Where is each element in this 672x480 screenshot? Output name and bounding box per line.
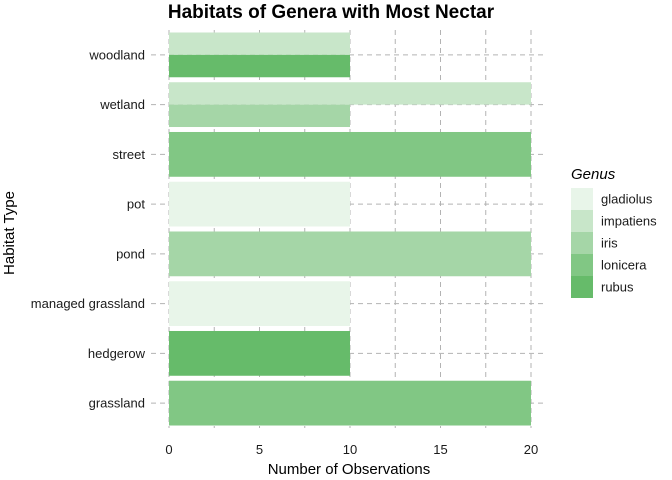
bar-grassland-lonicera bbox=[169, 380, 531, 426]
y-tick-label: street bbox=[112, 147, 145, 162]
y-tick-label: pond bbox=[116, 246, 145, 261]
x-tick-label: 10 bbox=[343, 442, 357, 457]
y-tick-label: grassland bbox=[89, 396, 145, 411]
x-tick-label: 5 bbox=[256, 442, 263, 457]
x-tick-label: 0 bbox=[165, 442, 172, 457]
legend-label-impatiens: impatiens bbox=[601, 214, 657, 229]
bars bbox=[169, 32, 531, 426]
bar-hedgerow-rubus bbox=[169, 330, 350, 376]
legend-title: Genus bbox=[571, 166, 616, 183]
bar-pond-iris bbox=[169, 231, 531, 277]
bar-woodland-impatiens bbox=[169, 32, 350, 55]
legend-swatch-rubus bbox=[571, 276, 593, 298]
legend-label-gladiolus: gladiolus bbox=[601, 192, 653, 207]
x-tick-labels: 0 5 10 15 20 bbox=[165, 442, 538, 457]
y-tick-label: managed grassland bbox=[31, 296, 145, 311]
bar-wetland-impatiens bbox=[169, 82, 531, 105]
y-tick-label: woodland bbox=[88, 47, 145, 62]
bar-street-lonicera bbox=[169, 131, 531, 177]
legend: Genus gladiolus impatiens iris lonicera rubu… bbox=[571, 166, 657, 298]
legend-swatch-lonicera bbox=[571, 254, 593, 276]
bar-managed-grassland-gladiolus bbox=[169, 281, 350, 327]
y-tick-label: hedgerow bbox=[88, 346, 146, 361]
legend-swatch-iris bbox=[571, 232, 593, 254]
bar-wetland-iris bbox=[169, 104, 350, 128]
x-axis-title: Number of Observations bbox=[268, 461, 431, 478]
y-axis-title: Habitat Type bbox=[1, 191, 18, 275]
bar-woodland-rubus bbox=[169, 54, 350, 78]
legend-label-lonicera: lonicera bbox=[601, 258, 647, 273]
legend-swatch-impatiens bbox=[571, 210, 593, 232]
bar-pot-gladiolus bbox=[169, 181, 350, 227]
x-tick-label: 20 bbox=[524, 442, 538, 457]
x-tick-label: 15 bbox=[433, 442, 447, 457]
y-tick-labels: woodland wetland street pot pond managed gras… bbox=[31, 47, 146, 410]
legend-label-iris: iris bbox=[601, 236, 618, 251]
y-tick-label: wetland bbox=[99, 97, 145, 112]
legend-swatch-gladiolus bbox=[571, 188, 593, 210]
y-tick-label: pot bbox=[127, 197, 145, 212]
legend-label-rubus: rubus bbox=[601, 280, 634, 295]
chart-title: Habitats of Genera with Most Nectar bbox=[168, 2, 495, 23]
